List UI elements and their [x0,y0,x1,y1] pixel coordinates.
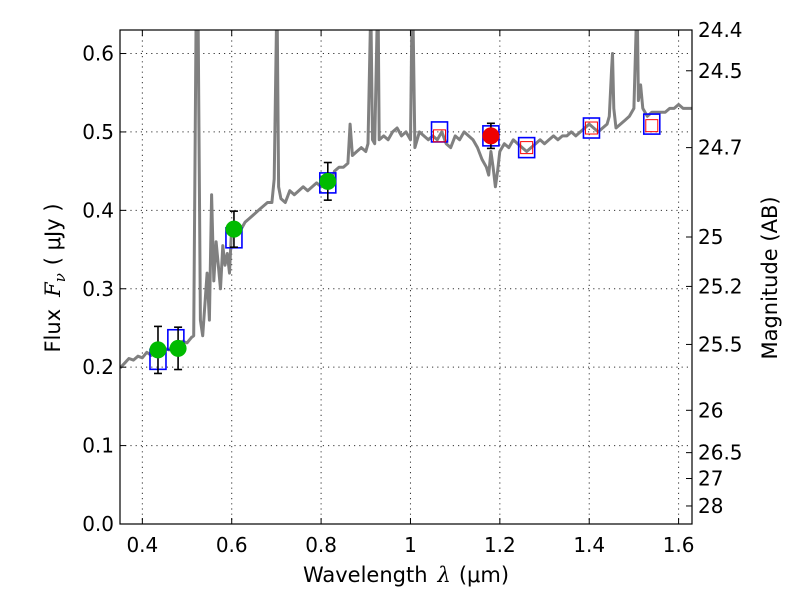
right-tick-label: 26 [698,398,723,422]
x-tick-label: 0.4 [126,533,158,557]
right-tick-label: 25.2 [698,274,743,298]
photometry-point [319,172,337,190]
y-tick-label: 0.0 [82,512,114,536]
marker-layer [149,113,661,375]
y-tick-label: 0.5 [82,120,114,144]
y-tick-label: 0.3 [82,277,114,301]
limit-square [645,119,659,133]
x-tick-label: 0.6 [216,533,248,557]
photometry-point [225,220,243,238]
x-tick-label: 0.8 [305,533,337,557]
limit-square [433,129,447,143]
x-tick-label: 1.4 [573,533,605,557]
limit-square [584,121,598,135]
right-tick-label: 24.7 [698,136,743,160]
right-axis-title: Magnitude (AB) [758,196,782,359]
limit-square [520,141,534,155]
y-tick-label: 0.4 [82,198,114,222]
model-band-square [517,136,536,159]
highlight-point [482,127,500,145]
y-axis-title: FluxFν( μJy ) [41,203,69,352]
right-tick-label: 25 [698,225,723,249]
y-tick-label: 0.1 [82,434,114,458]
y-tick-label: 0.2 [82,355,114,379]
right-tick-label: 24.5 [698,59,743,83]
right-tick-label: 24.4 [698,18,743,42]
model-band-square [642,113,661,135]
photometry-point [169,339,187,357]
photometry-point [149,341,167,359]
right-tick-label: 25.5 [698,332,743,356]
right-tick-label: 28 [698,494,723,518]
x-tick-label: 1.6 [663,533,695,557]
right-tick-label: 27 [698,467,723,491]
right-tick-label: 26.5 [698,441,743,465]
x-tick-label: 1.2 [484,533,516,557]
ticks [120,29,692,525]
plot-frame [119,29,693,525]
spectrum-line [120,30,692,370]
x-tick-label: 1 [404,533,417,557]
y-tick-label: 0.6 [82,42,114,66]
model-band-square [582,117,601,139]
x-axis-title: Wavelength λ (μm) [303,563,509,587]
tick-labels: 0.4 0.6 0.8 1 1.2 1.4 1.6 0.0 0.1 0.2 0.3 0.4 0.5 0.6… [82,18,742,557]
spectrum-layer [120,30,692,370]
